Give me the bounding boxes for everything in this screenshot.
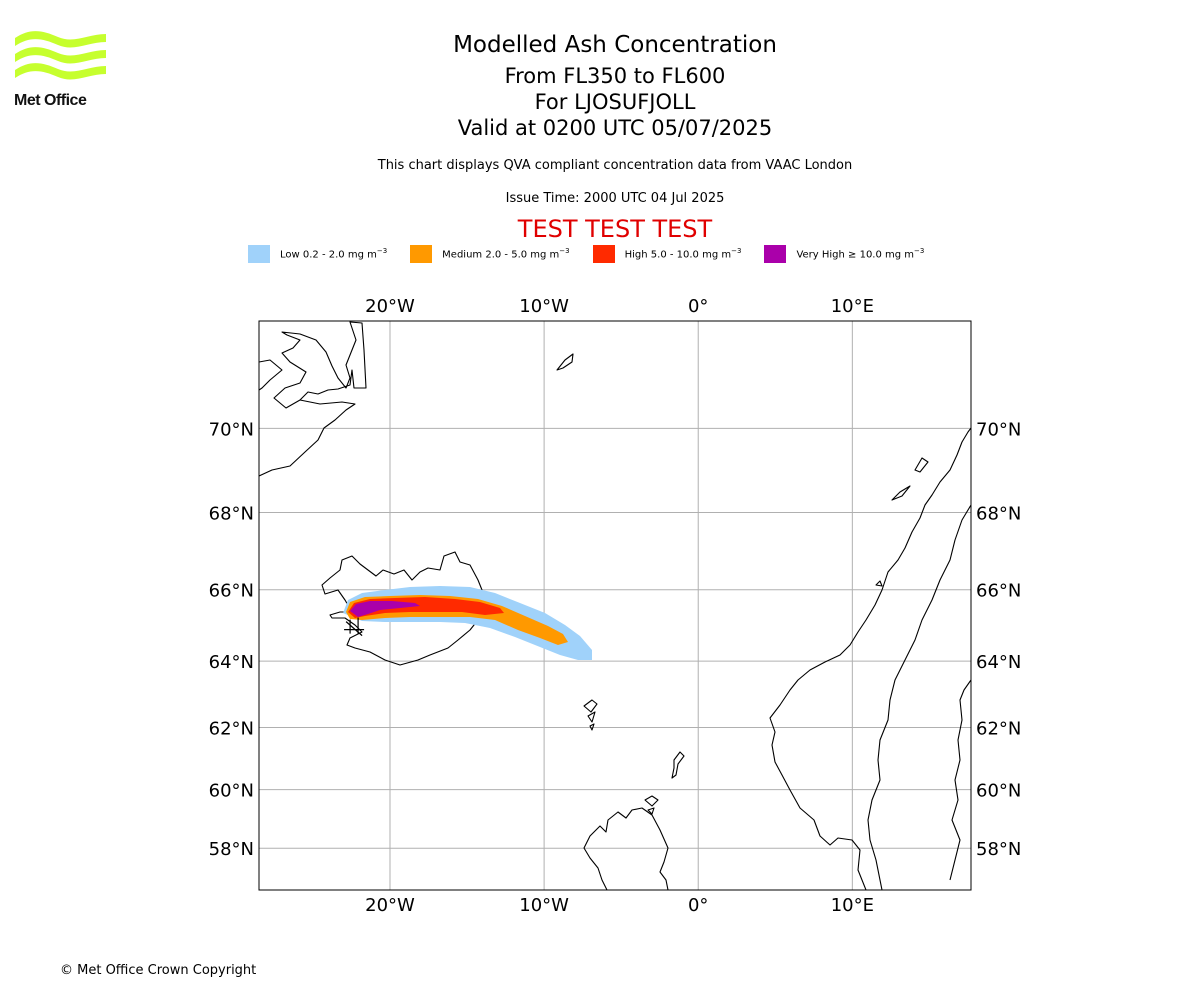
legend-swatch-high [592, 245, 615, 263]
coastlines [259, 321, 971, 890]
tick-labels: 20°W 20°W 10°W 10°W 0° 0° 10°E 10°E 70°N 70°N 68°N… [209, 296, 1022, 916]
lat-tick-label-right: 68°N [976, 504, 1021, 525]
lon-tick-label-top: 20°W [365, 296, 415, 317]
coast-iceland [321, 551, 489, 666]
valid-time: Valid at 0200 UTC 05/07/2025 [457, 116, 773, 140]
lat-tick-label-right: 66°N [976, 581, 1021, 602]
lat-tick-label-left: 64°N [209, 652, 254, 673]
lat-tick-label-right: 58°N [976, 839, 1021, 860]
legend-item-very-high: Very High ≥ 10.0 mg m−3 [764, 245, 924, 263]
ash-plume [343, 586, 592, 660]
legend-label-very-high: Very High ≥ 10.0 mg m [796, 249, 915, 261]
legend-label-low: Low 0.2 - 2.0 mg m [280, 249, 377, 261]
coast-scandinavia [769, 427, 971, 890]
legend-unit-high: −3 [731, 247, 742, 256]
source-marker-glyph [344, 617, 365, 637]
coast-greenland [259, 321, 367, 477]
issue-time: Issue Time: 2000 UTC 04 Jul 2025 [505, 191, 725, 206]
flight-level-range: From FL350 to FL600 [504, 64, 726, 88]
test-banner: TEST TEST TEST [517, 215, 713, 243]
lat-tick-label-left: 58°N [209, 839, 254, 860]
logo-wave-2 [15, 47, 106, 64]
legend-swatch-very-high [764, 245, 787, 263]
legend-unit-low: −3 [376, 247, 388, 256]
lat-tick-label-left: 60°N [209, 781, 254, 802]
lat-tick-label-left: 70°N [209, 419, 254, 440]
lat-tick-label-right: 62°N [976, 718, 1021, 739]
gridlines [259, 321, 971, 890]
coast-lofoten [875, 457, 929, 587]
lon-tick-label-bottom: 20°W [365, 895, 415, 916]
legend-item-medium: Medium 2.0 - 5.0 mg m−3 [410, 245, 570, 263]
coast-faroes [583, 699, 598, 731]
lat-tick-label-left: 62°N [209, 718, 254, 739]
coast-jan-mayen [556, 353, 574, 371]
logo-wave-3 [15, 63, 106, 80]
coast-shetland [671, 751, 685, 779]
legend-item-low: Low 0.2 - 2.0 mg m−3 [248, 245, 387, 263]
plume-very-high [350, 601, 420, 617]
lat-tick-label-left: 68°N [209, 504, 254, 525]
legend-swatch-low [248, 245, 270, 263]
logo-wave-1 [15, 31, 106, 48]
lat-tick-label-right: 60°N [976, 781, 1021, 802]
legend-label-high: High 5.0 - 10.0 mg m [624, 249, 732, 261]
met-office-wordmark: Met Office [14, 92, 87, 109]
lat-tick-label-right: 64°N [976, 652, 1021, 673]
lat-tick-label-left: 66°N [209, 581, 254, 602]
lat-tick-label-right: 70°N [976, 419, 1021, 440]
coast-orkney [644, 795, 659, 815]
chart-subtitle: This chart displays QVA compliant concen… [377, 158, 853, 173]
coast-scotland [583, 807, 669, 890]
legend-label-medium: Medium 2.0 - 5.0 mg m [442, 249, 560, 261]
legend-unit-very-high: −3 [914, 247, 925, 256]
lon-tick-label-bottom: 10°W [519, 895, 569, 916]
lon-tick-label-top: 0° [688, 296, 708, 317]
lon-tick-label-top: 10°W [519, 296, 569, 317]
volcano-source-marker [344, 617, 365, 637]
volcano-name: For LJOSUFJOLL [534, 90, 696, 114]
legend-unit-medium: −3 [559, 247, 570, 256]
map-frame [258, 320, 972, 891]
legend-item-high: High 5.0 - 10.0 mg m−3 [592, 245, 742, 263]
lon-tick-label-bottom: 0° [688, 895, 708, 916]
lon-tick-label-bottom: 10°E [831, 895, 874, 916]
lon-tick-label-top: 10°E [831, 296, 874, 317]
legend: Low 0.2 - 2.0 mg m−3 Medium 2.0 - 5.0 mg… [248, 244, 947, 264]
copyright-notice: © Met Office Crown Copyright [60, 963, 257, 978]
legend-swatch-medium [410, 245, 433, 263]
met-office-logo [15, 31, 106, 80]
chart-title: Modelled Ash Concentration [453, 32, 777, 58]
